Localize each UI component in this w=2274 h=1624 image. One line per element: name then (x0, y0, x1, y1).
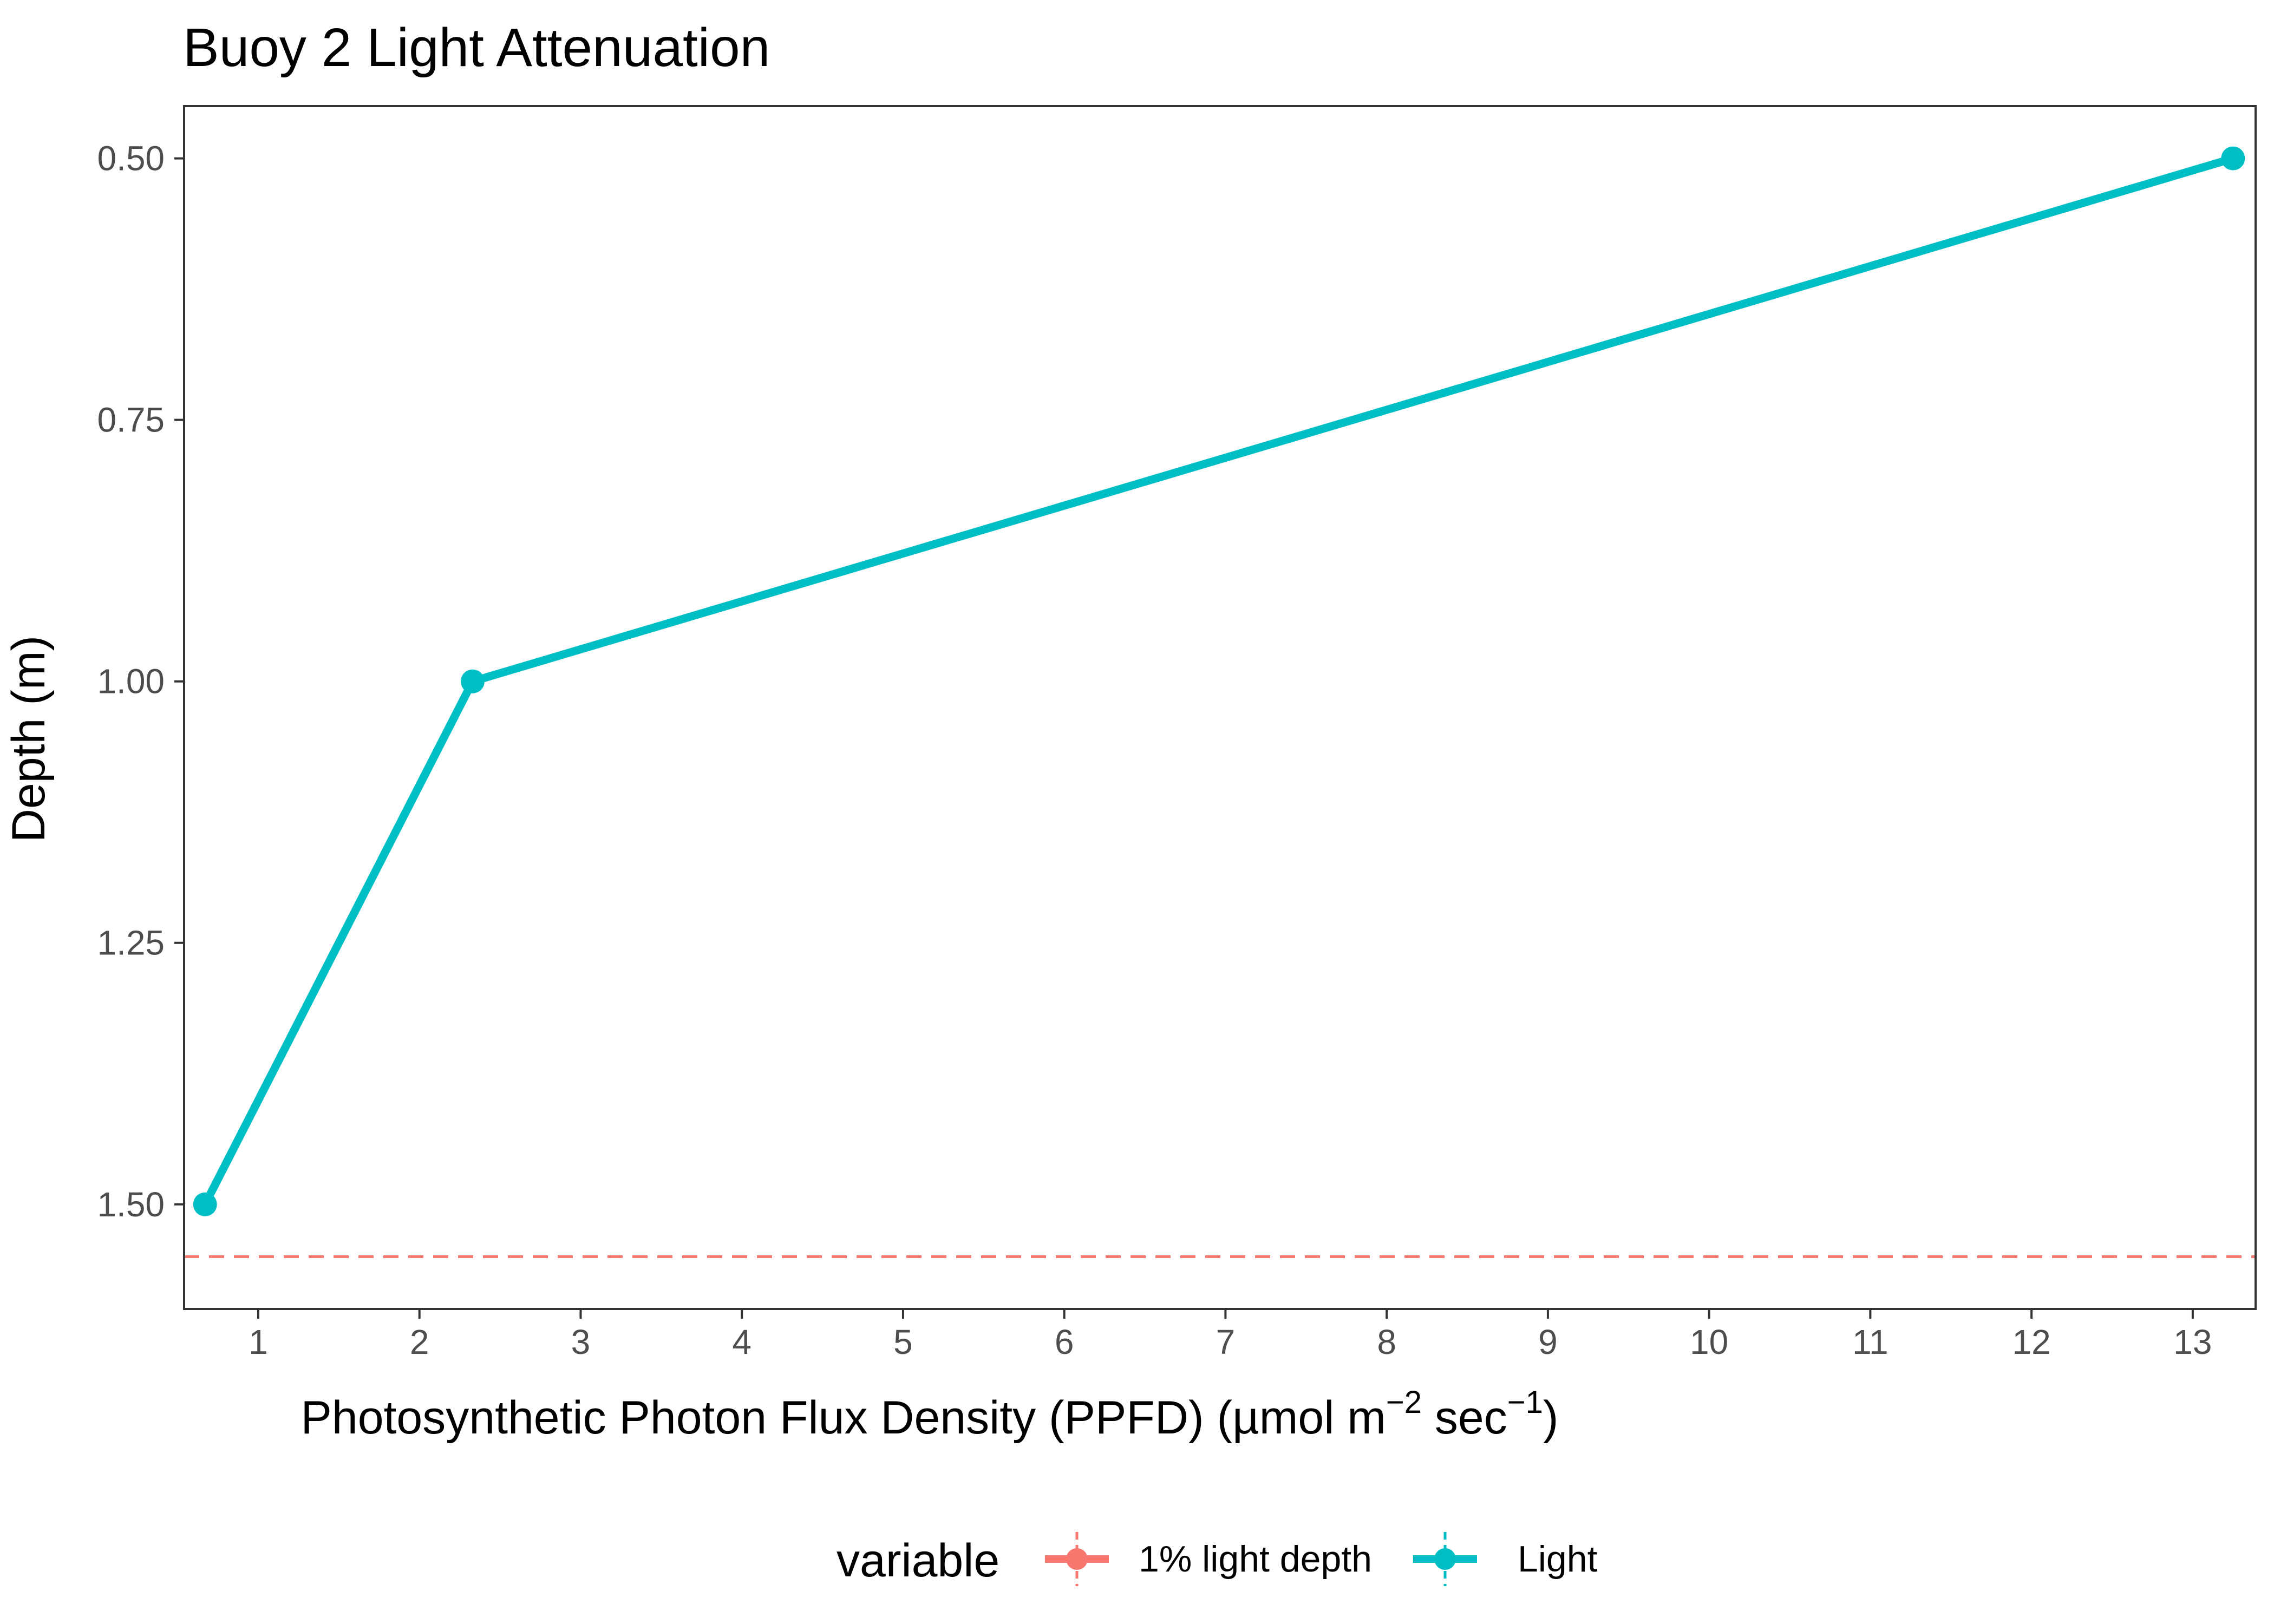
x-tick-label-11: 12 (2012, 1322, 2051, 1361)
data-point-0-2 (2221, 146, 2245, 171)
x-tick-label-10: 11 (1852, 1322, 1888, 1361)
x-tick-label-4: 5 (893, 1322, 913, 1361)
legend-label-light: Light (1518, 1538, 1598, 1580)
x-tick-label-5: 6 (1055, 1322, 1074, 1361)
y-tick-label-2: 1.00 (97, 662, 165, 701)
legend-entry-1pct-light-depth: 1% light depth (1045, 1532, 1372, 1586)
plot-area (183, 105, 2257, 1310)
x-axis-title-mid: sec (1422, 1392, 1507, 1444)
plot-background (184, 106, 2256, 1309)
x-axis: 1 2 3 4 5 6 7 8 9 10 11 12 13 (249, 1309, 2212, 1361)
y-axis: 0.50 0.75 1.00 1.25 1.50 (97, 139, 184, 1224)
legend-label-1pct-light-depth: 1% light depth (1139, 1538, 1372, 1580)
y-tick-label-3: 1.25 (97, 924, 165, 962)
x-tick-label-12: 13 (2173, 1322, 2212, 1361)
x-tick-label-8: 9 (1538, 1322, 1558, 1361)
y-tick-label-4: 1.50 (97, 1185, 165, 1224)
y-axis-title: Depth (m) (3, 636, 55, 842)
data-point-0-1 (460, 669, 485, 693)
x-tick-label-0: 1 (249, 1322, 268, 1361)
x-axis-title-exponent-2: −1 (1507, 1385, 1543, 1420)
data-point-0-0 (193, 1192, 217, 1216)
y-tick-label-0: 0.50 (97, 139, 165, 178)
series-points (193, 146, 2245, 1216)
x-axis-title: Photosynthetic Photon Flux Density (PPFD… (301, 1385, 1559, 1444)
x-axis-title-end: ) (1543, 1392, 1559, 1444)
chart-title: Buoy 2 Light Attenuation (183, 17, 770, 78)
plot-border (183, 105, 2257, 1310)
legend-key-point-light (1434, 1548, 1456, 1570)
x-tick-label-1: 2 (410, 1322, 429, 1361)
legend-entry-light: Light (1413, 1532, 1598, 1586)
x-axis-title-exponent-1: −2 (1386, 1385, 1422, 1420)
legend-key-point-1pct-light-depth (1066, 1548, 1088, 1570)
legend-title: variable (837, 1535, 999, 1587)
legend: variable 1% light depth Light (837, 1532, 1598, 1587)
y-tick-label-1: 0.75 (97, 401, 165, 440)
x-tick-label-6: 7 (1216, 1322, 1236, 1361)
x-tick-label-7: 8 (1377, 1322, 1396, 1361)
x-tick-label-3: 4 (732, 1322, 752, 1361)
x-tick-label-2: 3 (571, 1322, 591, 1361)
x-axis-title-main: Photosynthetic Photon Flux Density (PPFD… (301, 1392, 1386, 1444)
x-tick-label-9: 10 (1690, 1322, 1728, 1361)
